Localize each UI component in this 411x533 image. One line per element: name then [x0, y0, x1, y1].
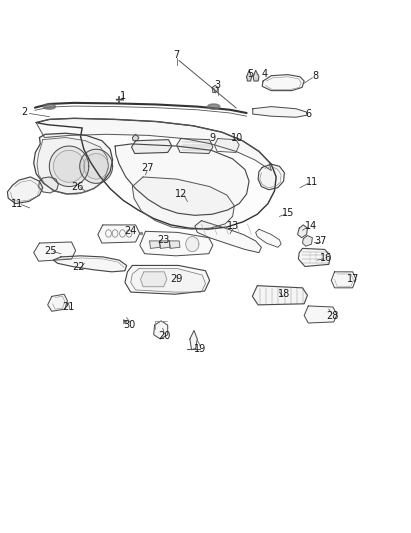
Text: 29: 29 [171, 274, 183, 284]
Text: 37: 37 [314, 236, 327, 246]
Polygon shape [34, 133, 113, 194]
Polygon shape [53, 256, 127, 272]
Polygon shape [177, 139, 213, 154]
Ellipse shape [208, 104, 220, 109]
Polygon shape [247, 70, 252, 81]
Text: 22: 22 [73, 262, 85, 271]
Polygon shape [98, 225, 140, 243]
Polygon shape [253, 70, 259, 81]
Text: 2: 2 [21, 107, 28, 117]
Polygon shape [298, 225, 307, 238]
Text: 24: 24 [125, 227, 137, 236]
Text: 20: 20 [158, 331, 171, 341]
Ellipse shape [43, 104, 55, 109]
Text: 8: 8 [313, 71, 319, 80]
Polygon shape [302, 236, 312, 246]
Text: 18: 18 [277, 289, 290, 299]
Text: 4: 4 [262, 69, 268, 78]
Polygon shape [37, 138, 109, 194]
Polygon shape [331, 272, 356, 288]
Polygon shape [262, 75, 304, 91]
Polygon shape [39, 177, 58, 193]
Text: 11: 11 [306, 177, 319, 187]
Polygon shape [298, 248, 330, 266]
Text: 30: 30 [124, 320, 136, 330]
Polygon shape [186, 237, 199, 252]
Polygon shape [53, 150, 85, 182]
Text: 3: 3 [215, 80, 221, 90]
Text: 1: 1 [120, 91, 126, 101]
Polygon shape [154, 321, 168, 339]
Polygon shape [169, 241, 180, 248]
Text: 26: 26 [71, 182, 83, 191]
Polygon shape [159, 241, 170, 248]
Text: 10: 10 [231, 133, 244, 142]
Polygon shape [48, 294, 67, 311]
Text: 12: 12 [175, 189, 187, 199]
Text: 16: 16 [320, 253, 332, 263]
Polygon shape [132, 134, 139, 141]
Polygon shape [115, 144, 249, 215]
Polygon shape [140, 231, 213, 256]
Polygon shape [36, 118, 271, 171]
Polygon shape [195, 221, 261, 253]
Polygon shape [150, 241, 160, 248]
Polygon shape [253, 107, 307, 117]
Text: 19: 19 [194, 344, 207, 353]
Polygon shape [141, 272, 167, 287]
Polygon shape [252, 286, 307, 305]
Polygon shape [36, 118, 276, 229]
Text: 23: 23 [157, 235, 170, 245]
Polygon shape [132, 177, 234, 229]
Text: 11: 11 [11, 199, 23, 208]
Text: 27: 27 [142, 164, 154, 173]
Polygon shape [125, 265, 210, 294]
Polygon shape [190, 330, 197, 350]
Text: 14: 14 [305, 221, 317, 231]
Polygon shape [80, 149, 113, 183]
Polygon shape [131, 269, 206, 292]
Text: 5: 5 [247, 69, 254, 78]
Polygon shape [215, 139, 239, 152]
Text: 15: 15 [282, 208, 294, 218]
Polygon shape [132, 140, 172, 154]
Polygon shape [84, 154, 109, 179]
Polygon shape [258, 164, 284, 190]
Polygon shape [304, 306, 337, 323]
Text: 6: 6 [305, 109, 311, 119]
Text: 28: 28 [326, 311, 338, 320]
Polygon shape [34, 242, 76, 261]
Polygon shape [7, 177, 43, 204]
Text: 17: 17 [347, 274, 360, 284]
Text: 7: 7 [173, 51, 180, 60]
Text: 21: 21 [62, 302, 74, 312]
Text: 9: 9 [209, 133, 215, 142]
Text: 25: 25 [44, 246, 56, 255]
Text: 13: 13 [227, 221, 240, 231]
Polygon shape [256, 229, 281, 247]
Polygon shape [212, 85, 218, 93]
Polygon shape [49, 146, 89, 187]
